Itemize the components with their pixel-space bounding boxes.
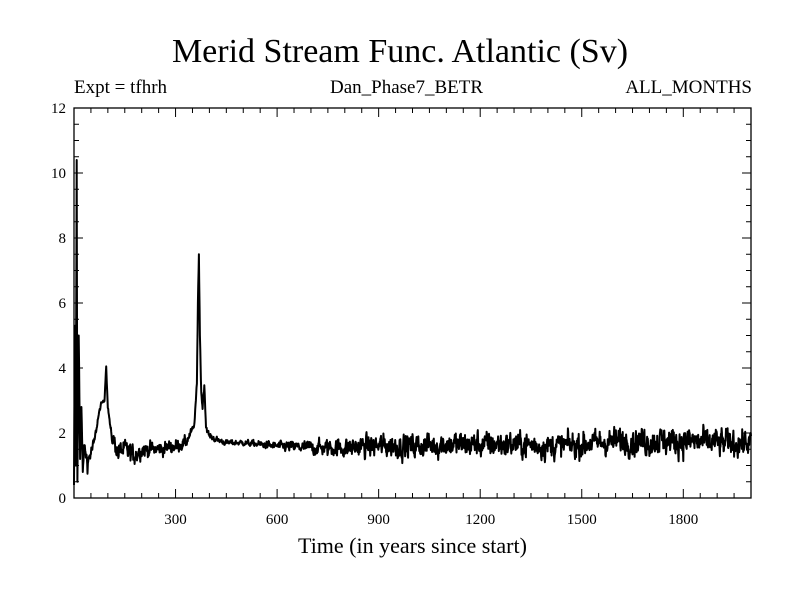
x-tick-label: 1500 <box>567 512 597 528</box>
x-tick-label: 600 <box>266 512 289 528</box>
run-name-label: Dan_Phase7_BETR <box>330 77 484 98</box>
y-tick-label: 6 <box>59 296 67 312</box>
y-tick-label: 8 <box>59 231 67 247</box>
axis-ticks <box>74 108 751 498</box>
y-tick-label: 12 <box>51 101 66 117</box>
plot-frame <box>73 107 752 499</box>
x-tick-label: 300 <box>164 512 187 528</box>
y-tick-label: 2 <box>59 426 67 442</box>
y-tick-label: 10 <box>51 166 66 182</box>
x-tick-label: 1200 <box>465 512 495 528</box>
months-label: ALL_MONTHS <box>625 77 752 98</box>
y-tick-label: 4 <box>59 361 67 377</box>
tick-labels: 300 600 900 1200 1500 1800 0 2 4 6 8 10 12 <box>51 101 698 528</box>
x-tick-label: 1800 <box>668 512 698 528</box>
experiment-label: Expt = tfhrh <box>74 77 168 98</box>
series-line <box>73 159 752 486</box>
chart-title: Merid Stream Func. Atlantic (Sv) <box>171 33 629 70</box>
x-tick-label: 900 <box>367 512 390 528</box>
x-axis-label: Time (in years since start) <box>298 533 527 558</box>
y-tick-label: 0 <box>59 491 67 507</box>
